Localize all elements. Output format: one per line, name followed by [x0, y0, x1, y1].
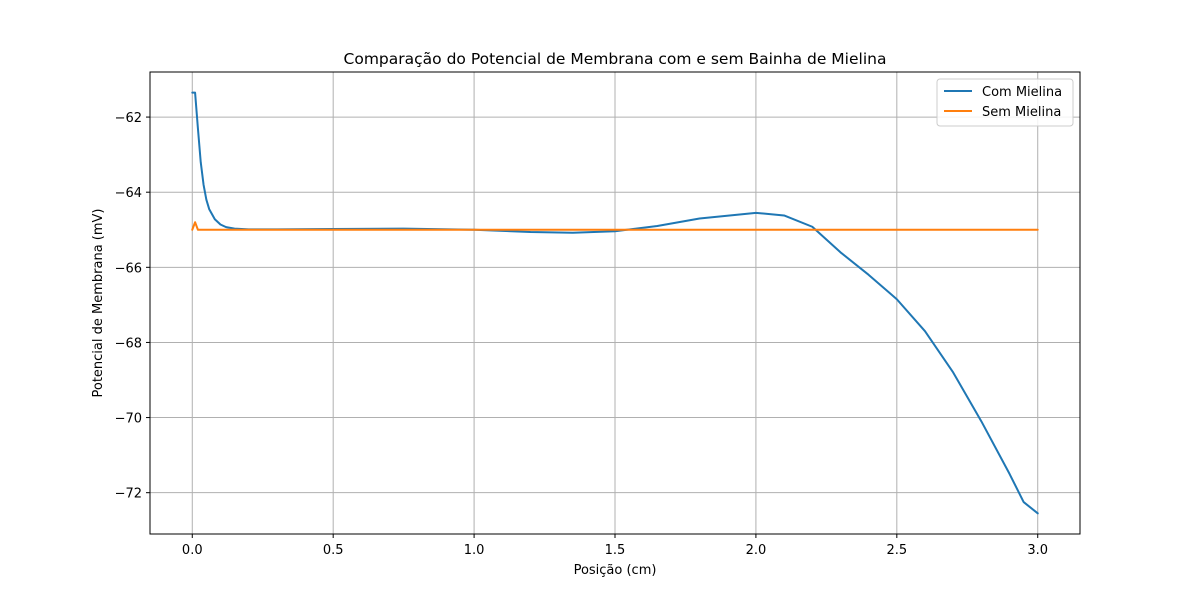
y-tick-label: −72: [115, 487, 142, 502]
x-axis-label: Posição (cm): [574, 563, 657, 578]
legend-label-com-mielina: Com Mielina: [982, 85, 1062, 100]
x-tick-label: 1.5: [605, 543, 626, 558]
chart-title: Comparação do Potencial de Membrana com …: [344, 50, 887, 68]
y-axis-label: Potencial de Membrana (mV): [91, 209, 106, 398]
series-line-com-mielina: [191, 91, 1039, 515]
series-layer: [191, 91, 1039, 515]
x-tick-label: 2.0: [746, 543, 767, 558]
grid-lines: [150, 72, 1080, 534]
x-tick-label: 0.0: [182, 543, 203, 558]
y-tick-label: −70: [115, 412, 142, 427]
y-tick-label: −62: [115, 111, 142, 126]
x-tick-label: 0.5: [323, 543, 344, 558]
x-tick-label: 3.0: [1027, 543, 1048, 558]
x-tick-label: 1.0: [464, 543, 485, 558]
y-tick-label: −66: [115, 261, 142, 276]
legend: Com Mielina Sem Mielina: [936, 78, 1074, 127]
legend-label-sem-mielina: Sem Mielina: [982, 105, 1061, 120]
series-line-sem-mielina: [191, 221, 1039, 231]
y-axis-ticks: −62 −64 −66 −68 −70 −72: [115, 111, 150, 502]
x-axis-ticks: 0.0 0.5 1.0 1.5 2.0 2.5 3.0: [182, 534, 1048, 558]
y-tick-label: −64: [115, 186, 142, 201]
x-tick-label: 2.5: [886, 543, 907, 558]
y-tick-label: −68: [115, 336, 142, 351]
